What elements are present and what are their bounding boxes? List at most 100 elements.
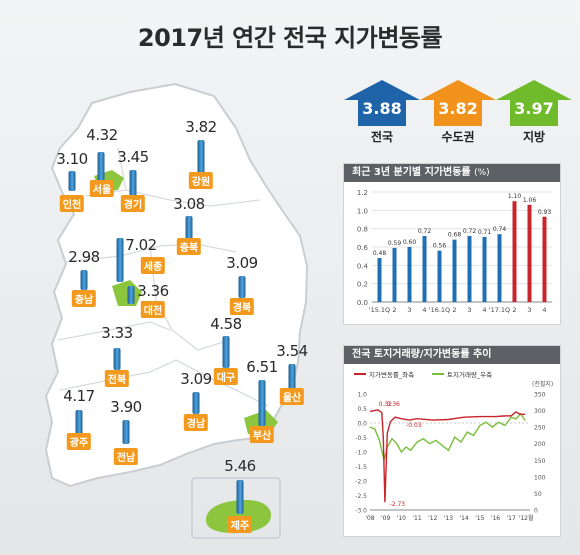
y-tick-label: 0.0 bbox=[357, 299, 368, 307]
region-label: 세종 bbox=[140, 257, 166, 274]
region-bar bbox=[222, 336, 230, 368]
data-label: 0.72 bbox=[418, 228, 432, 235]
data-label: 0.59 bbox=[388, 240, 402, 247]
region-bar bbox=[129, 170, 137, 196]
region-value: 3.45 bbox=[117, 148, 149, 166]
annotation-label: 0.32 bbox=[379, 401, 393, 408]
x-tick-label: '13 bbox=[444, 515, 453, 522]
series-line bbox=[369, 409, 526, 503]
region-value: 7.02 bbox=[125, 236, 157, 254]
x-tick-label: '11 bbox=[412, 515, 421, 522]
summary-value: 3.88 bbox=[362, 99, 402, 118]
region-bar bbox=[97, 152, 105, 194]
summary-label: 지방 bbox=[522, 130, 546, 144]
region-bar bbox=[185, 216, 193, 240]
y-tick-label: 1.0 bbox=[357, 207, 368, 215]
quarterly-chart-panel: 최근 3년 분기별 지가변동률 (%) 0.0 0.2 0.4 0.6 0.8 1.0 1.… bbox=[343, 163, 561, 325]
region-bar bbox=[258, 380, 266, 426]
y-right-tick-label: 200 bbox=[534, 441, 546, 448]
x-tick-label: 3 bbox=[407, 306, 411, 314]
panel-title: 최근 3년 분기별 지가변동률 bbox=[352, 167, 471, 178]
data-label: 0.68 bbox=[448, 232, 462, 239]
region-label: 강원 bbox=[188, 172, 214, 189]
x-tick-label: 4 bbox=[482, 306, 486, 314]
x-tick-label: '10 bbox=[397, 515, 406, 522]
bar bbox=[467, 236, 472, 302]
summary-value: 3.82 bbox=[438, 99, 478, 118]
legend-label: 토지거래량_우축 bbox=[447, 370, 492, 379]
region-value: 4.17 bbox=[63, 387, 95, 405]
region-label: 인천 bbox=[59, 195, 85, 212]
up-arrow-icon bbox=[496, 80, 572, 126]
bar bbox=[377, 258, 382, 302]
summary-label: 수도권 bbox=[441, 130, 475, 144]
data-label: 0.56 bbox=[433, 243, 447, 250]
trend-chart-panel: 전국 토지거래량/지가변동률 추이 지가변동률_좌축 토지거래량_우축 1.0 0.5… bbox=[343, 345, 561, 537]
y-left-tick-label: 1.0 bbox=[357, 392, 367, 399]
bar bbox=[437, 250, 442, 302]
summary-national: 3.88 전국 bbox=[342, 78, 422, 148]
summary-label: 전국 bbox=[370, 130, 394, 144]
y-left-tick-label: -2.5 bbox=[355, 493, 367, 500]
y-tick-label: 0.4 bbox=[357, 262, 369, 270]
region-bar bbox=[75, 410, 83, 436]
region-label: 대전 bbox=[140, 301, 166, 318]
region-value: 3.36 bbox=[137, 282, 169, 300]
x-tick-label: 2 bbox=[512, 306, 516, 314]
region-value: 3.33 bbox=[101, 324, 133, 342]
y-tick-label: 1.2 bbox=[357, 189, 368, 197]
region-bar bbox=[288, 364, 296, 390]
trend-line-chart: 지가변동률_좌축 토지거래량_우축 1.0 0.5 0.0 -0.5 -1.0 -1.5 -2.… bbox=[354, 370, 553, 522]
region-bar bbox=[113, 348, 121, 370]
region-bar bbox=[197, 140, 205, 176]
data-label: 0.60 bbox=[403, 239, 417, 246]
x-tick-label: '15.1Q bbox=[369, 306, 390, 314]
region-value: 3.90 bbox=[110, 398, 142, 416]
y-left-tick-label: -1.5 bbox=[355, 464, 367, 471]
x-tick-label: 2 bbox=[392, 306, 396, 314]
y-left-tick-label: 0.0 bbox=[357, 421, 367, 428]
y-tick-label: 0.6 bbox=[357, 244, 369, 252]
legend-label: 지가변동률_좌축 bbox=[369, 370, 414, 379]
bar bbox=[512, 201, 517, 302]
region-label: 경북 bbox=[229, 298, 255, 315]
up-arrow-icon bbox=[344, 80, 420, 126]
x-tick-label: '09 bbox=[381, 515, 390, 522]
y-left-tick-label: -3.0 bbox=[355, 508, 367, 515]
x-tick-label: 2 bbox=[452, 306, 456, 314]
data-label: 0.48 bbox=[373, 250, 387, 257]
region-label: 서울 bbox=[89, 180, 115, 197]
y-left-tick-label: -1.0 bbox=[355, 450, 367, 457]
region-bar bbox=[236, 480, 244, 514]
region-bar bbox=[192, 392, 200, 414]
quarterly-chart-header: 최근 3년 분기별 지가변동률 (%) bbox=[344, 164, 560, 182]
region-bar bbox=[127, 286, 135, 304]
region-label: 제주 bbox=[227, 516, 253, 533]
quarterly-bar-chart: 0.0 0.2 0.4 0.6 0.8 1.0 1.2 0.48 '15.1Q 0.59 2 0.60… bbox=[357, 189, 552, 314]
region-boundaries bbox=[57, 147, 269, 407]
sejong-area bbox=[112, 280, 142, 306]
region-bar bbox=[122, 420, 130, 444]
region-value: 2.98 bbox=[68, 248, 100, 266]
y-left-tick-label: -2.0 bbox=[355, 479, 367, 486]
region-bar bbox=[116, 238, 124, 282]
bar bbox=[497, 234, 502, 302]
x-tick-label: '14 bbox=[459, 515, 468, 522]
region-label: 대구 bbox=[213, 368, 239, 385]
jeju-box bbox=[191, 477, 281, 539]
y-tick-label: 0.2 bbox=[357, 281, 368, 289]
region-label: 광주 bbox=[66, 433, 92, 450]
region-label: 충남 bbox=[71, 290, 97, 307]
x-tick-label: '17 bbox=[507, 515, 516, 522]
bar bbox=[422, 236, 427, 302]
x-tick-label: '17.1Q bbox=[489, 306, 510, 314]
region-value: 3.82 bbox=[185, 118, 217, 136]
page-title: 2017년 연간 전국 지가변동률 bbox=[137, 24, 443, 52]
region-value: 3.09 bbox=[226, 254, 258, 272]
y-left-tick-label: -0.5 bbox=[355, 435, 367, 442]
y-left-tick-label: 0.5 bbox=[357, 406, 367, 413]
region-value: 4.58 bbox=[210, 315, 242, 333]
y-right-tick-label: 350 bbox=[534, 392, 546, 399]
x-tick-label: '16 bbox=[491, 515, 500, 522]
